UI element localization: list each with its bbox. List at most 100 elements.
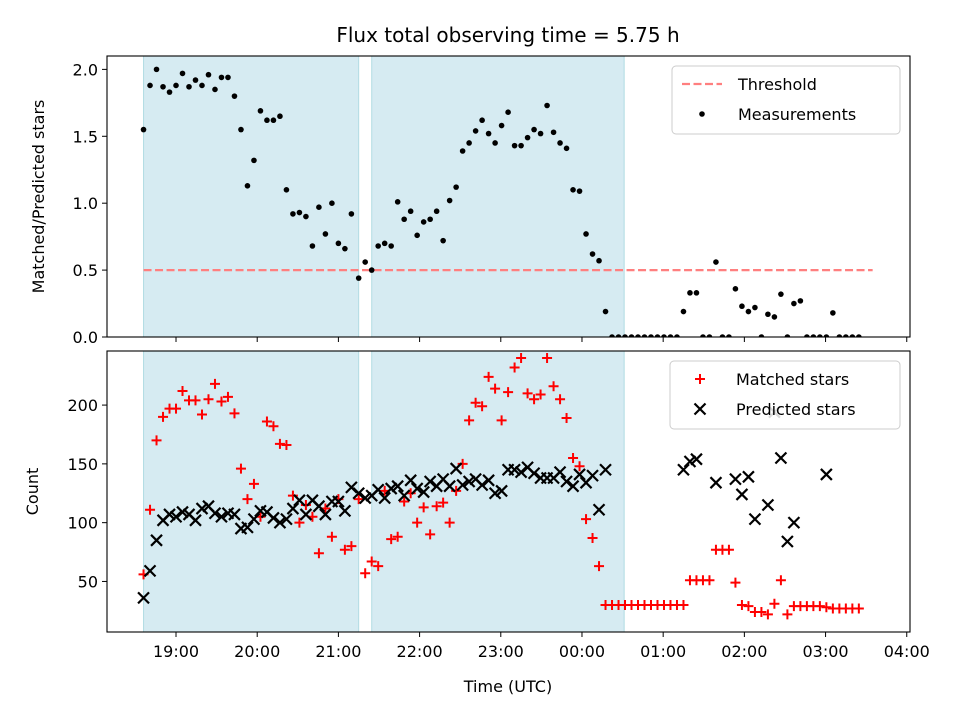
data-point xyxy=(388,243,394,249)
data-point xyxy=(739,303,745,310)
data-point xyxy=(592,503,606,517)
data-point xyxy=(479,117,485,124)
data-point xyxy=(192,77,199,83)
observing-window xyxy=(143,350,360,633)
data-point xyxy=(544,102,550,109)
data-point xyxy=(516,353,527,364)
data-point xyxy=(373,561,384,572)
x-tick-label: 03:00 xyxy=(803,642,849,661)
data-point xyxy=(615,334,622,337)
data-point xyxy=(680,308,687,315)
data-point xyxy=(563,145,570,152)
data-point xyxy=(622,334,628,337)
data-point xyxy=(531,126,537,133)
data-point xyxy=(784,334,791,337)
data-point xyxy=(158,411,169,422)
data-point xyxy=(535,389,546,400)
y-tick-label: 0.5 xyxy=(73,261,98,280)
series-predicted-stars xyxy=(137,405,833,605)
x-tick-label: 02:00 xyxy=(721,642,767,661)
data-point xyxy=(459,148,466,154)
data-point xyxy=(756,607,767,618)
data-point xyxy=(485,130,492,137)
data-point xyxy=(594,561,605,572)
data-point xyxy=(769,598,780,609)
axes-frame xyxy=(106,55,911,338)
data-point xyxy=(371,483,385,497)
data-point xyxy=(550,129,557,136)
data-point xyxy=(446,197,453,204)
data-point xyxy=(427,216,433,223)
y-axis-label: Matched/Predicted stars xyxy=(29,100,48,294)
data-point xyxy=(529,394,540,405)
data-point xyxy=(346,541,357,552)
data-point xyxy=(814,601,825,612)
y-tick-label: 150 xyxy=(67,455,98,474)
data-point xyxy=(229,408,240,419)
data-point xyxy=(654,334,661,337)
data-point xyxy=(677,463,690,477)
data-point xyxy=(820,468,833,481)
data-point xyxy=(274,438,285,449)
data-point xyxy=(843,334,849,337)
data-point xyxy=(218,74,225,81)
data-point xyxy=(283,187,290,193)
legend-label: Matched stars xyxy=(736,370,849,389)
x-tick-label: 04:00 xyxy=(884,642,930,661)
data-point xyxy=(524,134,531,141)
data-point xyxy=(199,82,205,89)
data-point xyxy=(277,113,283,120)
data-point xyxy=(423,475,437,488)
data-point xyxy=(509,362,520,373)
data-point xyxy=(212,86,218,93)
data-point xyxy=(404,474,417,487)
legend-x-swatch xyxy=(693,402,707,416)
data-point xyxy=(153,66,160,73)
data-point xyxy=(761,498,775,512)
data-point xyxy=(145,504,156,515)
data-point xyxy=(391,479,404,493)
data-point xyxy=(774,451,788,465)
data-point xyxy=(477,401,488,412)
data-point xyxy=(440,237,446,244)
data-point xyxy=(140,126,147,133)
data-point xyxy=(596,257,602,264)
data-point xyxy=(251,157,257,164)
data-point xyxy=(381,240,388,247)
data-point xyxy=(338,504,352,518)
data-point xyxy=(443,479,456,493)
data-point xyxy=(836,334,843,337)
data-point xyxy=(235,463,246,474)
data-point xyxy=(425,529,436,540)
x-tick-label: 01:00 xyxy=(640,642,686,661)
data-point xyxy=(309,243,316,249)
data-point xyxy=(173,82,179,89)
data-point xyxy=(576,188,583,194)
data-point xyxy=(700,334,706,337)
data-point xyxy=(280,512,293,526)
legend-dot-swatch xyxy=(699,111,705,117)
data-point xyxy=(299,508,313,521)
chart-title: Flux total observing time = 5.75 h xyxy=(336,23,679,47)
data-point xyxy=(775,575,786,586)
x-tick-label: 21:00 xyxy=(315,642,361,661)
data-point xyxy=(143,564,157,578)
data-point xyxy=(752,304,758,311)
data-point xyxy=(360,568,371,579)
data-point xyxy=(574,461,585,472)
data-point xyxy=(171,403,182,414)
data-point xyxy=(417,485,430,499)
data-point xyxy=(281,440,292,451)
data-point xyxy=(583,231,589,237)
data-point xyxy=(355,275,362,281)
data-point xyxy=(335,240,342,247)
data-point xyxy=(303,213,309,220)
data-point xyxy=(241,521,254,534)
data-point xyxy=(762,609,773,620)
data-point xyxy=(729,472,742,486)
data-point xyxy=(693,290,700,296)
series-measurements xyxy=(140,66,862,337)
data-point xyxy=(228,508,241,521)
data-point xyxy=(742,470,755,484)
data-point xyxy=(160,83,166,90)
